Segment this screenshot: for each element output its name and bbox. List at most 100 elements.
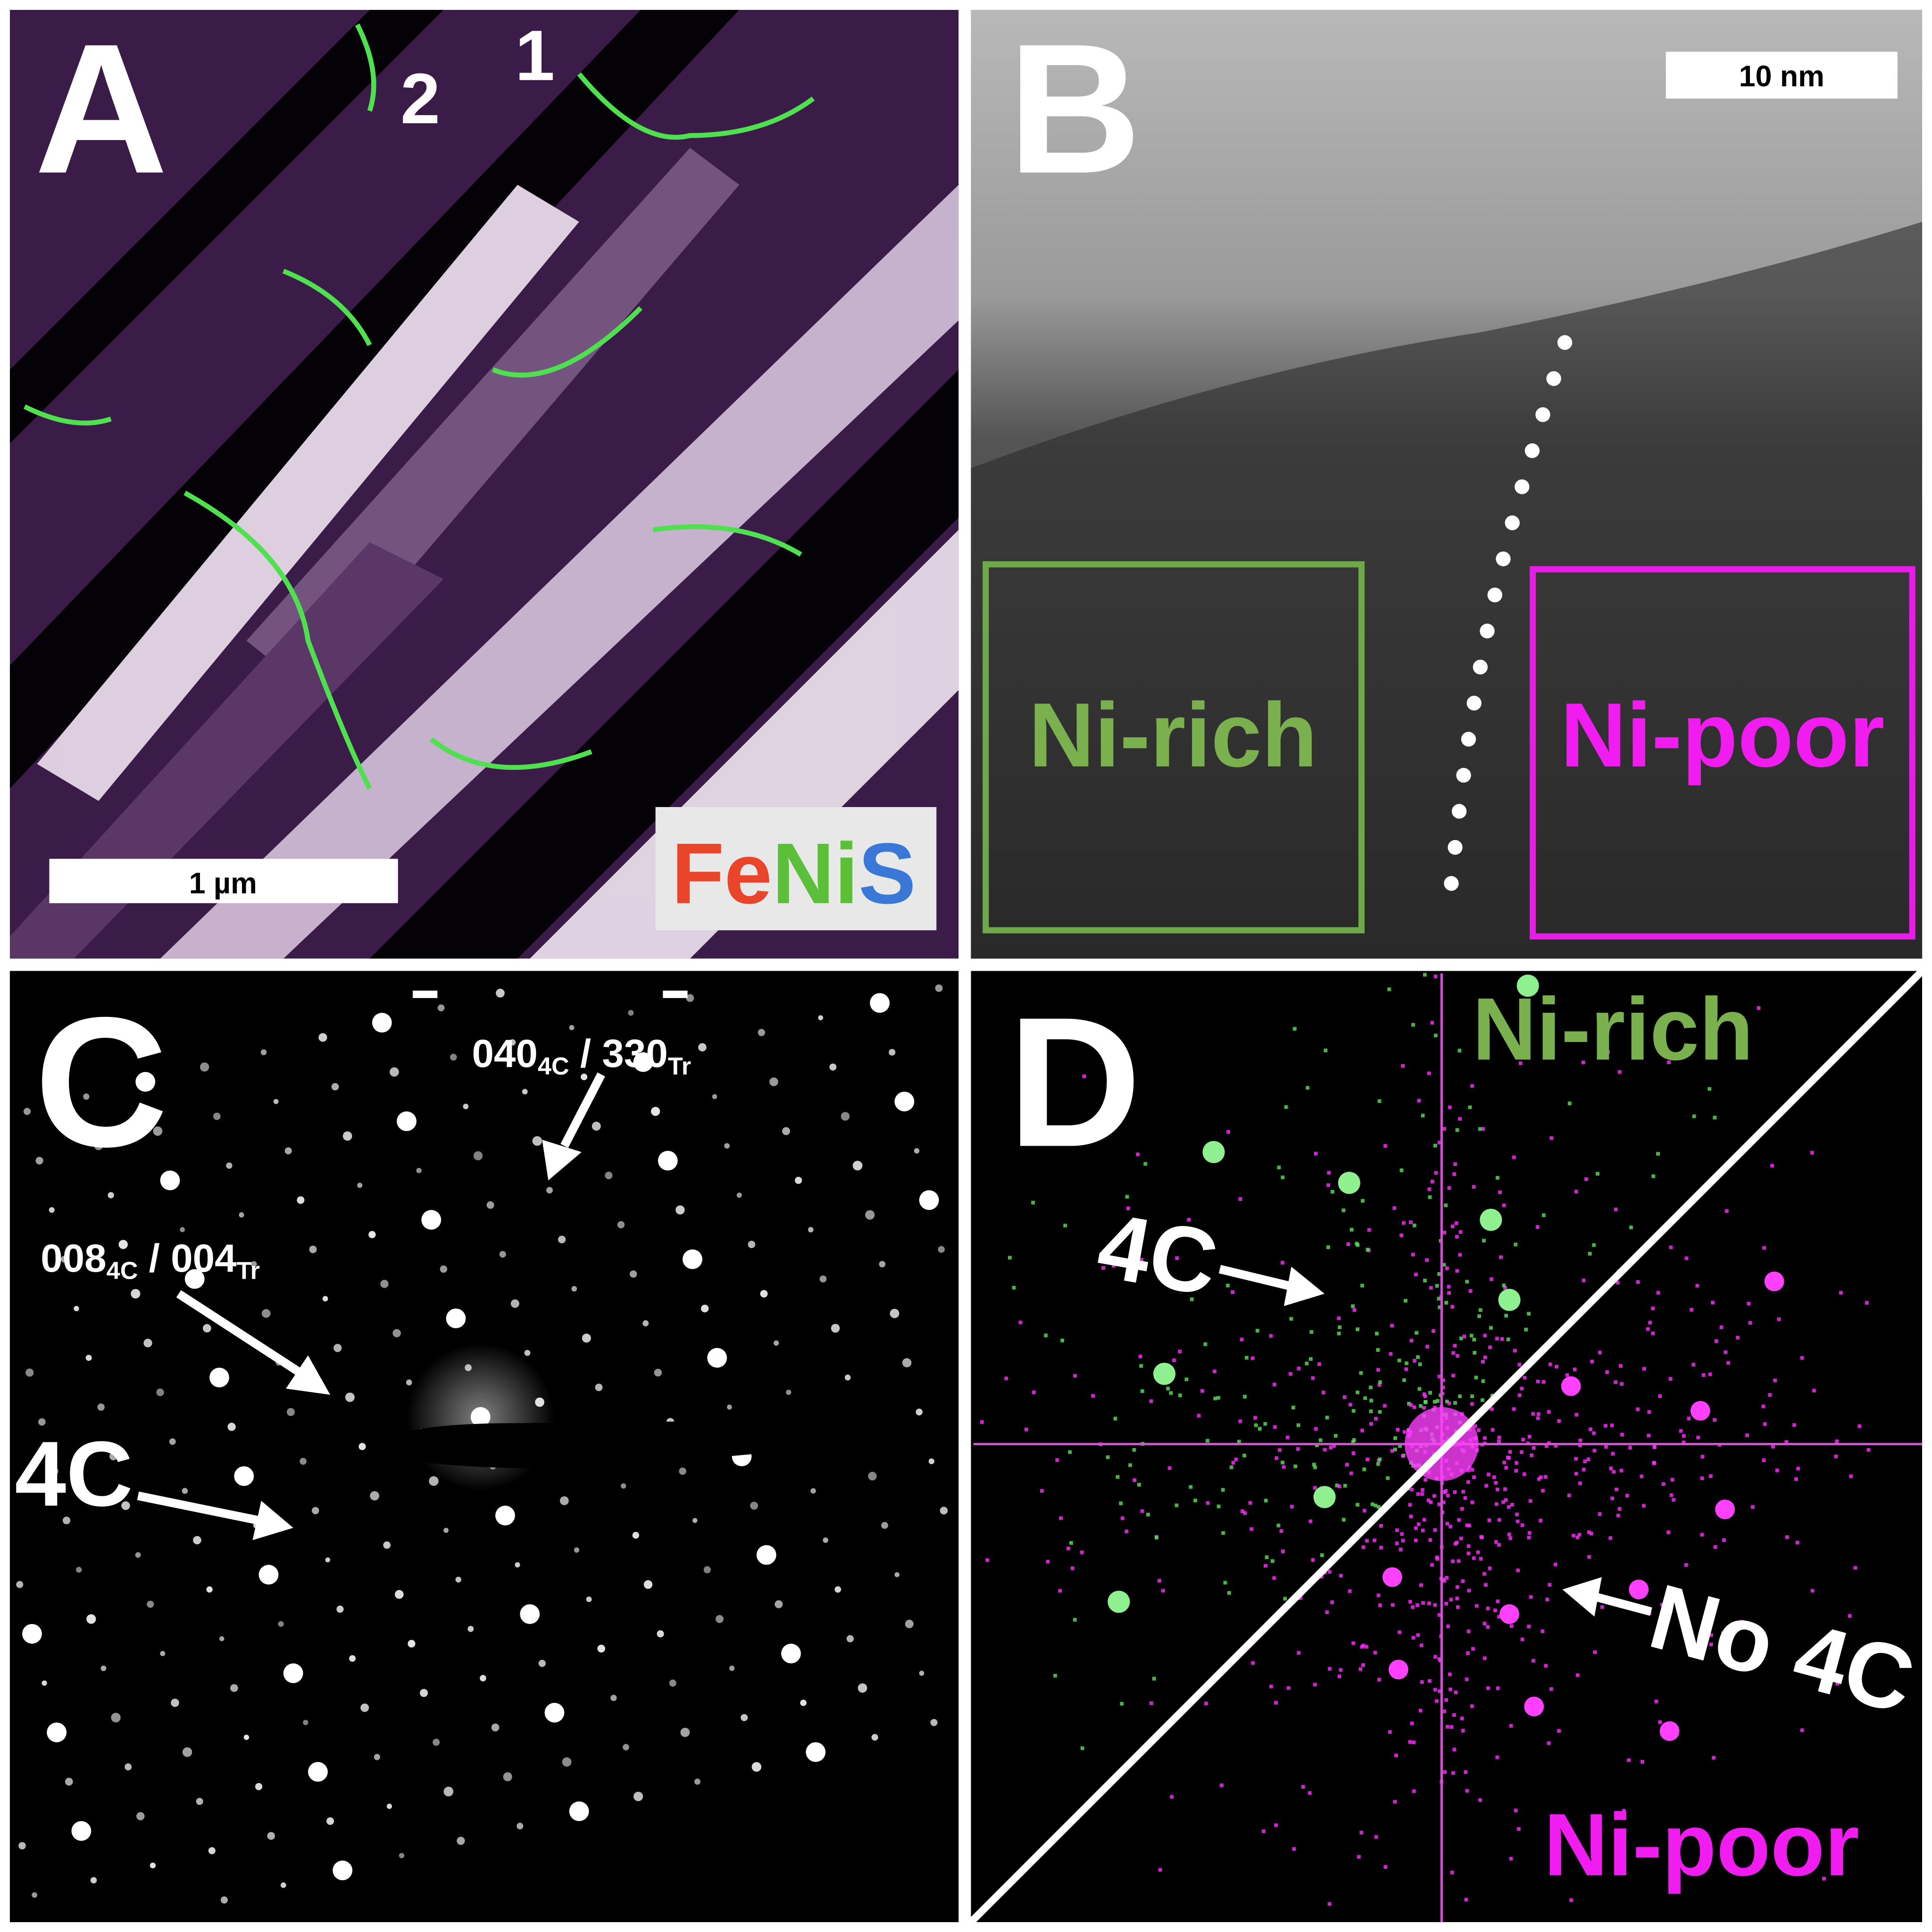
speck [1438,1689,1441,1693]
spot [326,1817,334,1825]
spot [919,1671,924,1676]
speck [1565,1373,1569,1377]
spot [47,1722,67,1742]
spot [153,1126,163,1136]
speck [1581,1060,1585,1065]
speck [1590,1532,1593,1536]
speck [1692,1114,1696,1118]
speck [1263,1422,1267,1426]
speck [1178,1349,1182,1354]
fibre-bands [9,9,959,959]
speck [1536,1416,1540,1420]
speck [1835,1439,1839,1443]
speck [1410,1721,1414,1725]
speck [1494,1502,1499,1506]
speck [1169,1391,1173,1395]
speck [1120,1702,1124,1706]
spot [150,1862,156,1869]
speck [1518,1061,1523,1066]
speck [1661,1482,1666,1486]
speck [1574,1457,1578,1461]
speck [1337,1484,1341,1489]
speck [1376,1368,1380,1372]
speck [1433,1603,1437,1607]
spot [273,1099,279,1104]
speck [1285,1435,1290,1440]
speck [1498,1190,1502,1194]
speck [1516,1827,1521,1831]
spot [318,1033,327,1042]
speck [1506,1337,1510,1341]
speck [1146,1513,1150,1516]
spot [213,1112,221,1120]
speck [1308,1519,1313,1524]
speck [1287,1686,1291,1690]
dot [1451,804,1467,819]
spot [420,1689,428,1697]
spot [219,1636,225,1641]
speck [1617,1070,1622,1074]
spot [595,1383,603,1391]
spot [756,1545,776,1565]
annotation: 1 [515,16,555,96]
speck [1497,1615,1501,1619]
speck [1361,1545,1366,1549]
speck [1397,1358,1401,1363]
speck [985,1558,990,1562]
speck [1447,1401,1451,1405]
speck [1321,1391,1325,1395]
speck [1636,1280,1640,1284]
speck [1724,1350,1728,1354]
speck [1497,1439,1501,1443]
speck [1598,1350,1602,1355]
speck [1264,1499,1268,1503]
speck [1486,1607,1490,1611]
speck [1112,1264,1116,1268]
speck [1438,1305,1442,1309]
speck [1427,1679,1432,1683]
speck [1520,1450,1524,1454]
speck [1452,1172,1457,1176]
speck [1514,1808,1518,1813]
speck [1296,1447,1300,1451]
spot [333,1860,353,1881]
speck [1435,1399,1440,1403]
scale-bar-label: 10 nm [1739,60,1824,93]
speck [1418,1708,1423,1713]
speck [1521,1438,1525,1442]
speck [1499,1255,1503,1259]
speck [1616,1514,1620,1518]
spot [569,1801,589,1821]
speck [1822,1876,1826,1881]
speck [1402,1221,1406,1225]
speck [1523,1375,1527,1380]
spot [169,1438,176,1445]
spot [121,1501,130,1510]
spot [156,1388,164,1396]
spot [930,1719,938,1726]
speck [1283,1597,1287,1601]
speck [1434,1171,1438,1175]
spot [605,1172,613,1180]
speck [1376,1462,1380,1466]
speck [1376,1593,1381,1598]
speck [1377,1678,1382,1682]
speck [1388,1730,1392,1734]
speck [1707,1087,1712,1091]
speck [1060,1339,1065,1342]
speck [1462,1334,1466,1339]
speck [1329,1445,1333,1449]
speck [1669,1245,1673,1249]
speck [1433,1655,1437,1659]
speck [1496,1599,1500,1603]
speck [1389,1352,1393,1356]
speck [1670,1478,1674,1482]
speck [1063,1224,1067,1228]
speck [1503,1487,1507,1491]
speck [1575,1673,1580,1677]
speck [1174,1503,1179,1507]
spot [1764,1271,1784,1291]
speck [1504,1314,1508,1318]
spot [227,1423,236,1431]
speck [1255,1329,1259,1333]
